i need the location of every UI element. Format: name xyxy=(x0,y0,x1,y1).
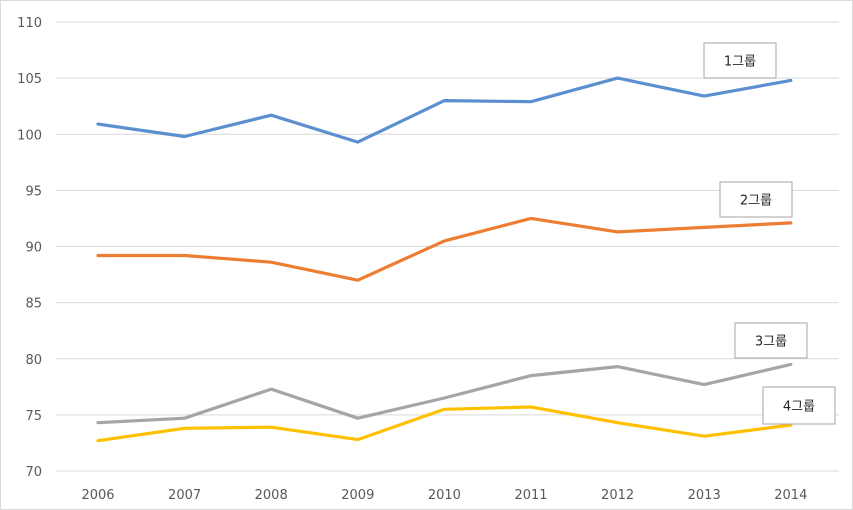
callout-box xyxy=(762,386,836,425)
y-tick-label: 90 xyxy=(25,241,42,256)
y-axis-ticks: 70 75 80 85 90 95 100 105 110 xyxy=(17,16,42,480)
x-tick-label: 2012 xyxy=(601,488,634,503)
series-name-label: 2그룹 xyxy=(740,194,772,209)
series-name-label: 4그룹 xyxy=(783,400,815,415)
series-line-3 xyxy=(96,362,793,425)
series-name-label: 3그룹 xyxy=(755,335,787,350)
series-name-label: 1그룹 xyxy=(724,55,756,70)
x-axis-ticks: 2006 2007 2008 2009 2010 2011 2012 2013 2014 xyxy=(81,488,807,503)
x-tick-label: 2010 xyxy=(428,488,461,503)
y-tick-label: 80 xyxy=(25,353,42,368)
callout-box xyxy=(734,322,808,359)
x-tick-label: 2011 xyxy=(514,488,547,503)
series-line-2 xyxy=(96,216,793,282)
y-tick-label: 95 xyxy=(25,184,42,199)
callout-box xyxy=(719,181,793,218)
series-callout-2: 2그룹 xyxy=(719,181,793,218)
x-tick-label: 2009 xyxy=(341,488,374,503)
x-tick-label: 2006 xyxy=(81,488,114,503)
y-tick-label: 110 xyxy=(17,16,42,31)
series-callouts: 1그룹 2그룹 3그룹 4그룹 xyxy=(703,42,836,425)
x-tick-label: 2013 xyxy=(688,488,721,503)
series-callout-4: 4그룹 xyxy=(762,386,836,425)
x-tick-label: 2008 xyxy=(255,488,288,503)
series-line-4 xyxy=(96,405,793,443)
x-tick-label: 2007 xyxy=(168,488,201,503)
y-tick-label: 75 xyxy=(25,409,42,424)
callout-box xyxy=(703,42,777,79)
series-callout-1: 1그룹 xyxy=(703,42,777,79)
series-lines xyxy=(96,76,793,443)
y-tick-label: 100 xyxy=(17,128,42,143)
y-tick-label: 105 xyxy=(17,72,42,87)
x-tick-label: 2014 xyxy=(774,488,807,503)
y-tick-label: 85 xyxy=(25,297,42,312)
gridlines xyxy=(56,21,839,472)
series-callout-3: 3그룹 xyxy=(734,322,808,359)
series-line-1 xyxy=(96,76,793,144)
y-tick-label: 70 xyxy=(25,465,42,480)
